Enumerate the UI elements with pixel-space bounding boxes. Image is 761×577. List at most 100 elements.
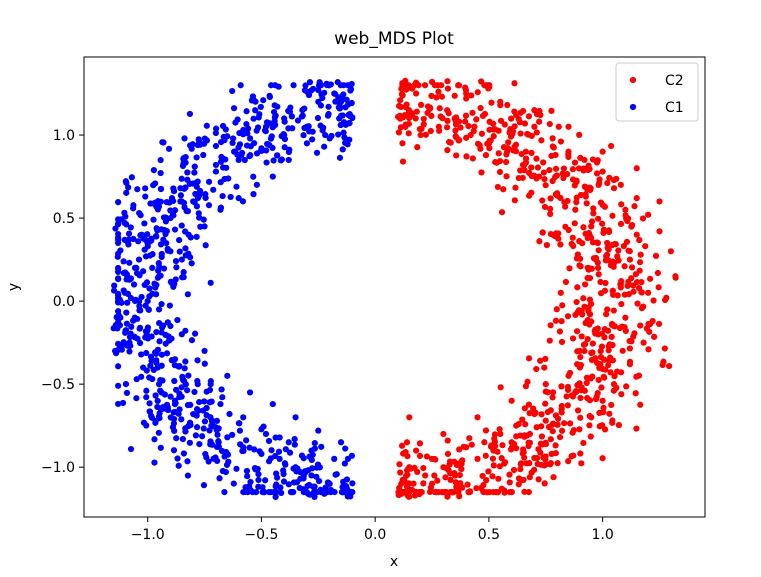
scatter-point-C2 xyxy=(561,420,568,427)
scatter-point-C2 xyxy=(548,107,555,114)
scatter-point-C2 xyxy=(444,117,451,124)
scatter-point-C2 xyxy=(452,472,459,479)
scatter-point-C2 xyxy=(573,388,580,395)
scatter-point-C1 xyxy=(171,401,179,408)
scatter-point-C1 xyxy=(281,136,289,143)
scatter-point-C2 xyxy=(651,333,658,340)
scatter-point-C1 xyxy=(183,207,190,215)
scatter-point-C1 xyxy=(165,145,173,152)
scatter-point-C2 xyxy=(607,369,614,376)
scatter-point-C2 xyxy=(580,341,588,348)
scatter-point-C2 xyxy=(413,108,420,115)
scatter-point-C2 xyxy=(621,263,628,270)
scatter-point-C1 xyxy=(292,414,299,421)
scatter-point-C1 xyxy=(200,425,207,432)
scatter-point-C1 xyxy=(206,399,213,406)
scatter-point-C2 xyxy=(511,80,518,87)
scatter-point-C2 xyxy=(574,251,581,258)
scatter-point-C2 xyxy=(470,128,477,135)
scatter-point-C1 xyxy=(306,128,313,135)
scatter-point-C1 xyxy=(157,169,164,177)
scatter-point-C1 xyxy=(115,382,122,389)
scatter-point-C1 xyxy=(301,87,309,94)
scatter-point-C2 xyxy=(564,402,571,409)
scatter-point-C1 xyxy=(219,122,227,130)
scatter-point-C1 xyxy=(332,471,339,478)
scatter-point-C2 xyxy=(549,389,557,396)
scatter-point-C1 xyxy=(172,257,180,265)
scatter-point-C1 xyxy=(255,471,262,478)
scatter-point-C2 xyxy=(521,120,529,127)
scatter-point-C1 xyxy=(233,183,240,190)
scatter-point-C2 xyxy=(589,340,596,347)
scatter-point-C1 xyxy=(268,447,275,454)
scatter-point-C2 xyxy=(633,165,640,172)
scatter-point-C2 xyxy=(559,302,566,309)
scatter-point-C1 xyxy=(205,458,212,465)
y-tick-label: 1.0 xyxy=(53,128,75,144)
x-axis-ticks: −1.0 −0.5 0.0 0.5 1.0 xyxy=(131,517,614,543)
scatter-point-C1 xyxy=(162,230,169,238)
scatter-point-C2 xyxy=(442,474,449,481)
x-axis-label: x xyxy=(390,554,398,570)
scatter-point-C1 xyxy=(182,327,189,334)
scatter-point-C1 xyxy=(163,199,170,206)
scatter-point-C1 xyxy=(142,253,150,260)
scatter-point-C1 xyxy=(296,484,303,492)
scatter-point-C2 xyxy=(474,414,481,421)
scatter-point-C1 xyxy=(157,156,164,164)
scatter-point-C2 xyxy=(515,421,522,428)
scatter-point-C1 xyxy=(240,447,247,455)
scatter-point-C2 xyxy=(480,488,487,495)
scatter-point-C1 xyxy=(306,481,313,489)
scatter-point-C1 xyxy=(171,280,178,288)
scatter-point-C2 xyxy=(542,441,550,448)
scatter-point-C2 xyxy=(656,198,663,205)
scatter-point-C2 xyxy=(576,131,583,138)
scatter-point-C2 xyxy=(632,271,640,278)
scatter-point-C2 xyxy=(532,409,539,416)
scatter-point-C2 xyxy=(637,322,644,329)
y-tick-label: 0.5 xyxy=(53,211,75,227)
scatter-point-C1 xyxy=(178,256,185,263)
scatter-point-C2 xyxy=(413,447,420,454)
scatter-point-C1 xyxy=(184,472,192,479)
scatter-point-C1 xyxy=(178,416,185,423)
scatter-point-C2 xyxy=(542,381,549,388)
scatter-point-C1 xyxy=(215,425,222,432)
scatter-point-C2 xyxy=(489,473,496,480)
scatter-point-C2 xyxy=(637,251,644,258)
scatter-point-C1 xyxy=(127,342,134,349)
scatter-point-C1 xyxy=(154,403,161,411)
scatter-point-C1 xyxy=(256,448,263,455)
scatter-point-C2 xyxy=(546,120,553,128)
scatter-point-C1 xyxy=(240,488,247,496)
scatter-point-C2 xyxy=(539,229,546,236)
scatter-point-C2 xyxy=(568,240,575,248)
scatter-point-C2 xyxy=(645,211,652,218)
scatter-point-C2 xyxy=(469,109,476,116)
scatter-point-C1 xyxy=(212,161,220,169)
scatter-point-C1 xyxy=(298,452,306,459)
scatter-point-C2 xyxy=(577,414,584,421)
scatter-point-C2 xyxy=(606,357,613,364)
scatter-point-C2 xyxy=(609,417,616,424)
scatter-point-C1 xyxy=(217,204,225,211)
scatter-point-C2 xyxy=(549,428,556,435)
scatter-point-C2 xyxy=(465,123,472,130)
scatter-point-C2 xyxy=(558,383,565,390)
scatter-point-C2 xyxy=(630,288,637,295)
scatter-point-C1 xyxy=(141,220,148,227)
scatter-point-C1 xyxy=(158,253,165,261)
scatter-point-C1 xyxy=(202,242,209,249)
scatter-point-C2 xyxy=(601,326,608,333)
scatter-point-C2 xyxy=(608,142,615,150)
scatter-point-C1 xyxy=(115,265,122,273)
scatter-point-C1 xyxy=(188,145,195,152)
scatter-point-C2 xyxy=(433,488,440,496)
scatter-point-C2 xyxy=(614,292,621,299)
scatter-point-C2 xyxy=(569,335,577,342)
scatter-point-C2 xyxy=(474,455,481,462)
scatter-point-C2 xyxy=(479,472,486,480)
scatter-point-C2 xyxy=(600,409,607,416)
